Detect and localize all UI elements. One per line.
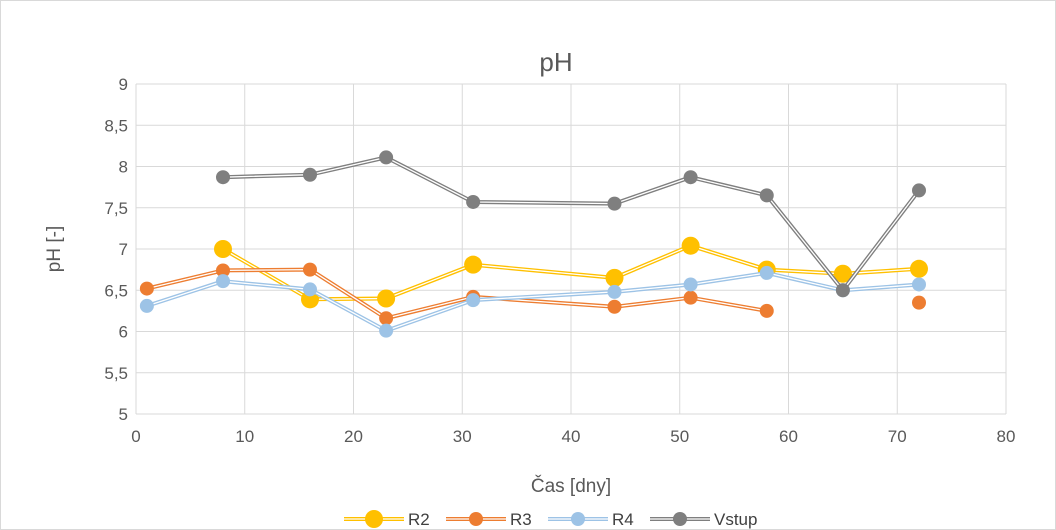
data-point-r2 [301, 290, 319, 309]
data-point-r2 [214, 240, 232, 258]
x-axis-label: Čas [dny] [531, 475, 611, 497]
x-tick-label: 80 [997, 427, 1016, 446]
x-tick-label: 0 [131, 427, 140, 446]
series-r2 [214, 236, 928, 309]
legend-item-vstup: Vstup [650, 510, 757, 529]
data-point-vstup [216, 170, 230, 185]
series-line-core-r3 [146, 268, 767, 319]
series-r3 [139, 262, 926, 326]
data-point-r2 [910, 259, 928, 278]
x-tick-label: 20 [344, 427, 363, 446]
legend-marker-r3 [469, 512, 483, 526]
y-tick-label: 7 [119, 240, 128, 259]
legend: R2 R3 R4 Vstup [344, 510, 757, 529]
data-point-r3 [607, 299, 622, 314]
data-point-r4 [303, 282, 317, 297]
data-point-r3 [139, 281, 154, 296]
legend-item-r3: R3 [446, 510, 532, 529]
x-tick-label: 10 [235, 427, 254, 446]
data-point-r4 [912, 277, 926, 292]
data-point-vstup [379, 150, 394, 165]
y-tick-label: 8,5 [104, 116, 128, 135]
data-point-vstup [759, 188, 774, 203]
y-tick-label: 5 [119, 405, 128, 424]
data-point-r4 [216, 274, 230, 289]
chart-title: pH [539, 47, 572, 77]
data-point-r2 [377, 289, 396, 308]
x-tick-label: 70 [888, 427, 907, 446]
legend-item-r2: R2 [344, 510, 430, 529]
data-point-vstup [466, 194, 481, 209]
legend-marker-r4 [571, 512, 585, 526]
data-point-r4 [683, 277, 698, 292]
data-point-vstup [607, 196, 622, 211]
data-point-r2 [681, 236, 700, 255]
data-point-r3 [216, 263, 230, 278]
axes: 5 5,5 6 6,5 7 7,5 8 8,5 9 0 10 20 30 40 50 60 70 80 [104, 75, 1015, 446]
legend-label-r4: R4 [612, 510, 634, 529]
legend-label-vstup: Vstup [714, 510, 757, 529]
y-tick-label: 5,5 [104, 364, 128, 383]
data-point-r3 [379, 311, 394, 326]
data-point-r3 [759, 303, 774, 318]
series-vstup [216, 150, 926, 298]
legend-marker-vstup [673, 512, 687, 526]
y-axis-label: pH [-] [44, 226, 65, 272]
x-tick-label: 40 [562, 427, 581, 446]
data-point-r3 [912, 295, 926, 310]
y-tick-label: 8 [119, 158, 128, 177]
legend-marker-r2 [365, 510, 383, 528]
data-point-r3 [683, 290, 698, 305]
legend-label-r2: R2 [408, 510, 430, 529]
x-tick-label: 60 [779, 427, 798, 446]
data-point-vstup [303, 167, 317, 182]
x-tick-label: 30 [453, 427, 472, 446]
data-point-vstup [835, 283, 850, 298]
legend-label-r3: R3 [510, 510, 532, 529]
data-point-r2 [464, 255, 483, 274]
x-tick-label: 50 [670, 427, 689, 446]
data-point-r4 [607, 284, 622, 299]
series-line-core-r4 [146, 272, 920, 332]
y-tick-label: 9 [119, 75, 128, 94]
data-point-r4 [466, 293, 481, 308]
data-point-vstup [683, 170, 698, 185]
data-point-r2 [833, 264, 852, 283]
data-point-r4 [379, 323, 394, 338]
legend-item-r4: R4 [548, 510, 634, 529]
data-point-r4 [759, 265, 774, 280]
gridlines [135, 83, 1007, 415]
data-point-r3 [303, 262, 317, 277]
data-point-r2 [605, 268, 624, 287]
series [139, 150, 928, 338]
y-tick-label: 6,5 [104, 281, 128, 300]
data-point-r4 [139, 298, 154, 313]
y-tick-label: 7,5 [104, 199, 128, 218]
series-r4 [139, 265, 926, 338]
series-line-r3 [146, 267, 768, 321]
data-point-vstup [912, 183, 926, 198]
y-tick-label: 6 [119, 323, 128, 342]
